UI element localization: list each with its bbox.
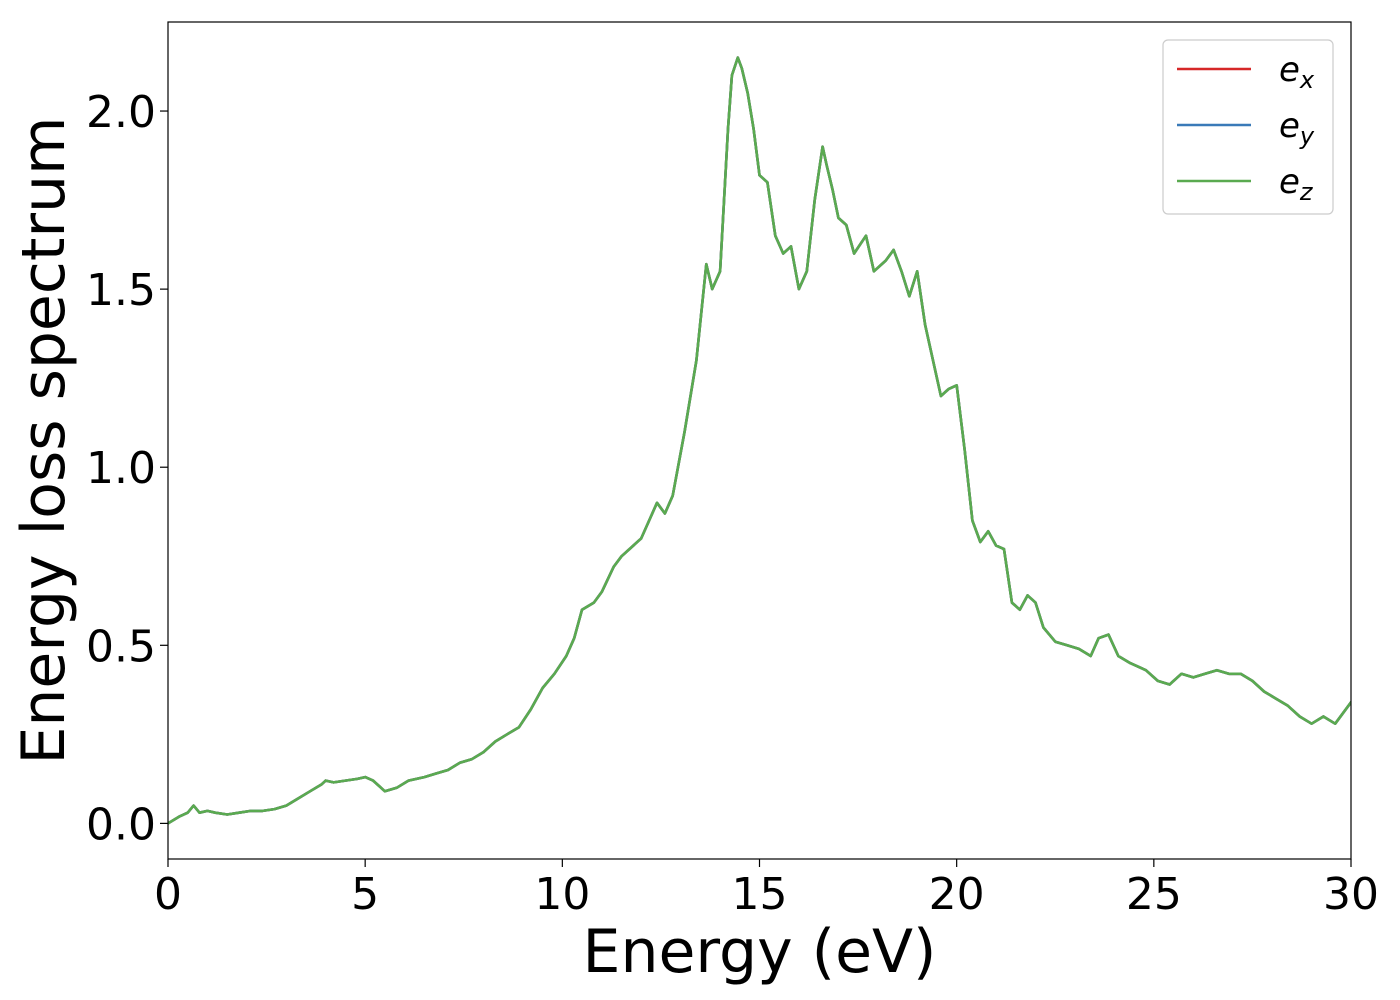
x-axis-ticks: 0 5 10 15 20 25 30	[154, 859, 1379, 920]
y-tick-label: 1.0	[86, 443, 156, 494]
x-tick-label: 30	[1323, 869, 1379, 920]
x-tick-label: 10	[534, 869, 590, 920]
legend: ex ey ez	[1162, 39, 1334, 215]
y-tick-label: 1.5	[86, 265, 156, 316]
x-axis-title: Energy (eV)	[583, 917, 937, 987]
x-tick-label: 25	[1126, 869, 1182, 920]
legend-label: ey	[1279, 106, 1315, 150]
x-tick-label: 15	[732, 869, 788, 920]
y-axis-title: Energy loss spectrum	[9, 116, 79, 764]
x-tick-label: 5	[351, 869, 379, 920]
series-layer	[168, 56, 1351, 825]
y-axis-ticks: 0.0 0.5 1.0 1.5 2.0	[86, 87, 168, 850]
legend-label: ez	[1279, 162, 1314, 206]
x-tick-label: 20	[929, 869, 985, 920]
legend-label: ex	[1279, 50, 1315, 94]
y-tick-label: 2.0	[86, 87, 156, 138]
legend-box	[1162, 39, 1334, 215]
x-tick-label: 0	[154, 869, 182, 920]
series-line-e-z	[168, 56, 1351, 825]
y-tick-label: 0.0	[86, 799, 156, 850]
y-tick-label: 0.5	[86, 621, 156, 672]
